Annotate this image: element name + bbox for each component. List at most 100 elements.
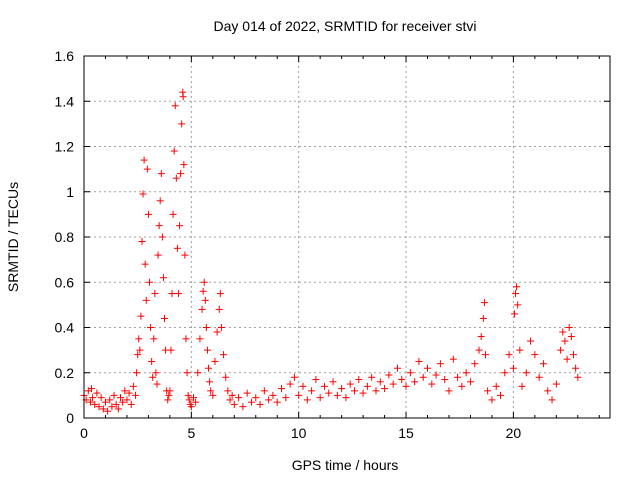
data-point	[167, 346, 175, 354]
data-point	[185, 396, 193, 404]
data-point	[518, 382, 526, 390]
data-point	[86, 398, 94, 406]
axis-ticks: 0 5 10 15 20 0 0.2 0.4 0.6 0.8 1 1.2 1.4 1.6	[55, 48, 610, 441]
data-point	[286, 380, 294, 388]
data-point	[230, 400, 238, 408]
data-point	[119, 398, 127, 406]
data-point	[411, 378, 419, 386]
data-point	[170, 147, 178, 155]
data-point	[178, 120, 186, 128]
data-point	[228, 391, 236, 399]
data-point	[114, 405, 122, 413]
data-point	[213, 328, 221, 336]
data-point	[385, 371, 393, 379]
data-point	[121, 387, 129, 395]
data-point	[135, 335, 143, 343]
data-point	[220, 351, 228, 359]
data-point	[501, 369, 509, 377]
data-point	[256, 400, 264, 408]
x-tick-label: 20	[506, 425, 522, 441]
y-tick-label: 1	[66, 184, 74, 200]
data-point	[570, 351, 578, 359]
x-tick-label: 0	[80, 425, 88, 441]
data-point	[497, 391, 505, 399]
data-point	[557, 346, 565, 354]
data-point	[346, 380, 354, 388]
data-point	[148, 357, 156, 365]
data-point	[260, 387, 268, 395]
data-point	[145, 278, 153, 286]
data-point	[522, 369, 530, 377]
data-point	[239, 403, 247, 411]
data-point	[192, 398, 200, 406]
data-point	[359, 389, 367, 397]
data-point	[140, 156, 148, 164]
data-point	[325, 389, 333, 397]
data-point	[480, 299, 488, 307]
data-point	[206, 378, 214, 386]
data-point	[222, 373, 230, 381]
data-point	[154, 251, 162, 259]
data-point	[509, 364, 517, 372]
data-point	[97, 394, 105, 402]
data-point	[355, 376, 363, 384]
data-point	[116, 394, 124, 402]
data-point	[184, 391, 192, 399]
data-point	[531, 351, 539, 359]
data-point	[211, 357, 219, 365]
data-point	[93, 389, 101, 397]
data-point	[559, 328, 567, 336]
y-tick-label: 0.4	[55, 320, 75, 336]
data-point	[351, 387, 359, 395]
data-point	[243, 389, 251, 397]
data-point	[215, 305, 223, 313]
data-point	[176, 222, 184, 230]
data-point	[139, 190, 147, 198]
data-point	[198, 305, 206, 313]
data-point	[454, 373, 462, 381]
y-tick-label: 0.6	[55, 274, 75, 290]
x-tick-label: 5	[187, 425, 195, 441]
data-point	[316, 394, 324, 402]
data-point	[172, 174, 180, 182]
y-axis-label: SRMTID / TECUs	[5, 182, 21, 292]
data-point	[129, 382, 137, 390]
data-point	[123, 396, 131, 404]
data-point	[216, 290, 224, 298]
data-point	[342, 394, 350, 402]
data-point	[393, 364, 401, 372]
data-point	[132, 391, 140, 399]
data-point	[299, 382, 307, 390]
data-point	[174, 290, 182, 298]
data-point	[424, 364, 432, 372]
data-point	[445, 387, 453, 395]
data-point	[419, 373, 427, 381]
data-point	[535, 373, 543, 381]
data-point	[205, 364, 213, 372]
data-point	[173, 244, 181, 252]
data-point	[207, 387, 215, 395]
data-point	[137, 312, 145, 320]
data-point	[95, 403, 103, 411]
data-point	[157, 170, 165, 178]
data-point	[481, 351, 489, 359]
data-point	[436, 360, 444, 368]
data-point	[136, 346, 144, 354]
data-point	[203, 346, 211, 354]
data-point	[544, 387, 552, 395]
data-point	[312, 376, 320, 384]
y-tick-label: 1.6	[55, 48, 75, 64]
data-point	[484, 387, 492, 395]
data-point	[166, 387, 174, 395]
data-point	[449, 355, 457, 363]
data-point	[278, 385, 286, 393]
data-point	[295, 391, 303, 399]
data-point	[565, 324, 573, 331]
data-point	[514, 301, 522, 309]
data-point	[428, 380, 436, 388]
data-point	[183, 369, 191, 377]
data-point	[161, 314, 169, 322]
data-point	[574, 373, 582, 381]
data-point	[516, 346, 524, 354]
y-tick-label: 0.8	[55, 229, 75, 245]
